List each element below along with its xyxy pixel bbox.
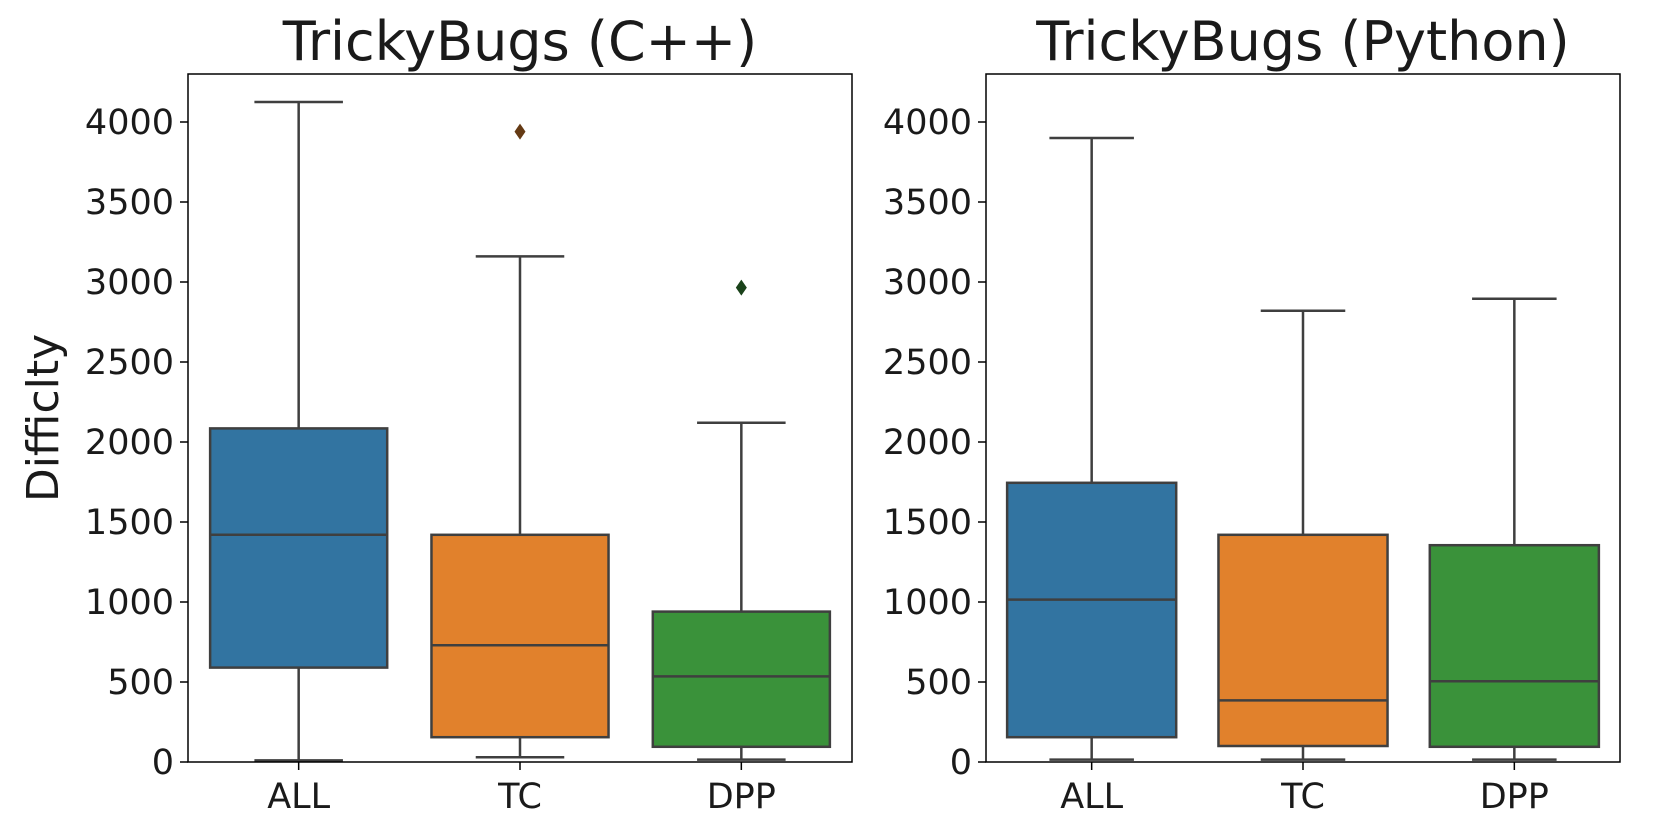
- plot-frame: [187, 73, 853, 763]
- y-tick-label: 1000: [883, 583, 972, 623]
- y-tick-label: 2000: [85, 423, 174, 463]
- y-tick-label: 3500: [85, 183, 174, 223]
- chart-trickybugs-cpp: TrickyBugs (C++) Difficlty 0 500 1000 1500 200…: [18, 10, 853, 817]
- x-tick-label: TC: [497, 777, 542, 817]
- y-tick-label: 4000: [883, 103, 972, 143]
- y-tick-label: 0: [152, 743, 174, 783]
- y-tick-label: 2500: [883, 343, 972, 383]
- iqr-box: [1217, 533, 1389, 748]
- box-all: [1005, 136, 1178, 761]
- y-tick-label: 0: [950, 743, 972, 783]
- x-tick-label: DPP: [707, 777, 776, 817]
- plot-frame: [985, 73, 1621, 763]
- y-tick-label: 3500: [883, 183, 972, 223]
- y-tick-label: 500: [107, 663, 174, 703]
- iqr-box: [208, 427, 389, 669]
- outlier-point: [514, 123, 526, 140]
- x-tick-label: ALL: [267, 777, 330, 817]
- chart-trickybugs-python: TrickyBugs (Python) 0 500 1000 1500 2000 2500 3…: [883, 10, 1621, 817]
- iqr-box: [430, 533, 610, 739]
- outlier-point: [735, 279, 747, 296]
- y-tick-label: 500: [905, 663, 972, 703]
- y-tick-label: 1000: [85, 583, 174, 623]
- chart-title: TrickyBugs (Python): [1035, 10, 1569, 73]
- x-tick-label: TC: [1280, 777, 1325, 817]
- box-tc: [1217, 309, 1389, 761]
- y-tick-label: 3000: [85, 263, 174, 303]
- x-tick-label: DPP: [1480, 777, 1549, 817]
- iqr-box: [651, 610, 832, 749]
- chart-title: TrickyBugs (C++): [282, 10, 757, 73]
- y-tick-label: 2000: [883, 423, 972, 463]
- box-all: [208, 100, 389, 762]
- y-tick-label: 1500: [883, 503, 972, 543]
- x-tick-label: ALL: [1060, 777, 1123, 817]
- box-dpp: [1428, 297, 1601, 761]
- y-axis-label: Difficlty: [18, 334, 69, 502]
- y-tick-label: 4000: [85, 103, 174, 143]
- box-dpp: [651, 279, 832, 761]
- y-tick-label: 3000: [883, 263, 972, 303]
- box-tc: [430, 123, 610, 759]
- iqr-box: [1005, 481, 1178, 739]
- y-tick-label: 1500: [85, 503, 174, 543]
- y-tick-label: 2500: [85, 343, 174, 383]
- iqr-box: [1428, 543, 1601, 749]
